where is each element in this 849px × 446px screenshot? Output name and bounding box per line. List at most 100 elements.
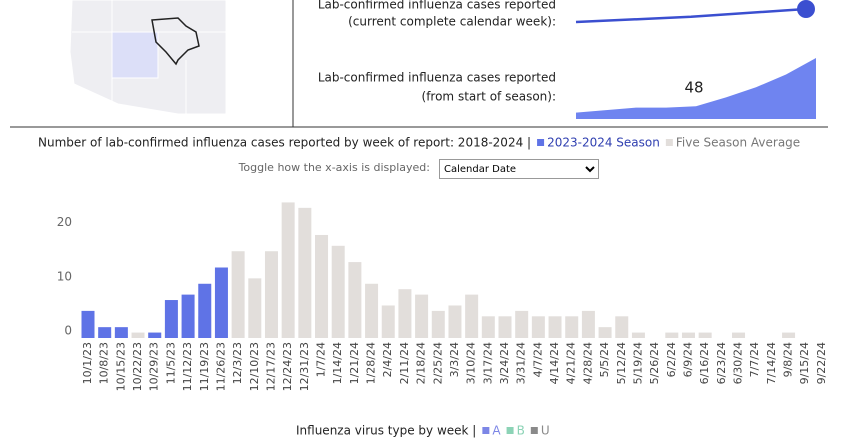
x-tick-label: 2/18/24 bbox=[415, 342, 428, 384]
x-tick-label: 3/17/24 bbox=[481, 342, 494, 384]
x-tick-label: 2/11/24 bbox=[398, 342, 411, 384]
bar bbox=[581, 310, 595, 338]
bar bbox=[415, 294, 429, 338]
x-tick-label: 11/26/23 bbox=[214, 342, 227, 391]
county-shaded bbox=[111, 31, 159, 79]
bar bbox=[465, 294, 479, 338]
bar bbox=[531, 316, 545, 338]
x-tick-label: 2/25/24 bbox=[431, 342, 444, 384]
x-tick-label: 12/24/23 bbox=[281, 342, 294, 391]
x-axis-toggle[interactable]: Calendar Date bbox=[439, 159, 599, 179]
x-tick-label: 4/14/24 bbox=[548, 342, 561, 384]
x-tick-label: 3/31/24 bbox=[515, 342, 528, 384]
x-tick-label: 10/29/23 bbox=[148, 342, 161, 391]
sparkline-dot bbox=[797, 0, 815, 18]
x-tick-label: 11/12/23 bbox=[181, 342, 194, 391]
toggle-label: Toggle how the x-axis is displayed: bbox=[238, 161, 430, 174]
legend-swatch bbox=[537, 139, 545, 146]
bar bbox=[214, 267, 228, 338]
map bbox=[69, 0, 227, 115]
bar bbox=[81, 310, 95, 338]
x-tick-label: 12/31/23 bbox=[298, 342, 311, 391]
county-outline bbox=[151, 17, 200, 66]
x-tick-label: 10/1/23 bbox=[81, 342, 94, 384]
metric-label: Lab-confirmed influenza cases reported bbox=[318, 71, 556, 85]
x-tick-label: 11/5/23 bbox=[164, 342, 177, 384]
legend-title: Influenza virus type by week | bbox=[296, 424, 476, 438]
cumulative-area bbox=[576, 58, 816, 119]
x-tick-label: 6/16/24 bbox=[698, 342, 711, 384]
metric-label: (from start of season): bbox=[422, 90, 556, 104]
chart-title: Number of lab-confirmed influenza cases … bbox=[38, 136, 531, 150]
x-tick-label: 7/14/24 bbox=[765, 342, 778, 384]
bar bbox=[198, 283, 212, 338]
bar bbox=[315, 234, 329, 338]
legend-label: 2023-2024 Season bbox=[547, 136, 660, 150]
x-tick-label: 12/3/23 bbox=[231, 342, 244, 384]
metric-label: (current complete calendar week): bbox=[348, 15, 556, 29]
legend-swatch bbox=[665, 139, 673, 146]
bar bbox=[231, 251, 245, 338]
bar bbox=[431, 310, 445, 338]
x-tick-label: 11/19/23 bbox=[198, 342, 211, 391]
bar bbox=[348, 262, 362, 338]
legend-label: B bbox=[517, 424, 525, 438]
y-tick-label: 10 bbox=[57, 269, 72, 283]
legend-swatch bbox=[482, 427, 490, 434]
x-tick-label: 6/2/24 bbox=[665, 342, 678, 377]
legend-swatch bbox=[506, 427, 514, 434]
x-tick-label: 3/24/24 bbox=[498, 342, 511, 384]
bar bbox=[281, 202, 295, 338]
bar bbox=[698, 332, 712, 338]
x-tick-label: 1/14/24 bbox=[331, 342, 344, 384]
sparkline bbox=[575, 7, 807, 24]
bar bbox=[548, 316, 562, 338]
bar bbox=[248, 278, 262, 338]
y-tick-label: 0 bbox=[64, 324, 72, 338]
legend-swatch bbox=[530, 427, 538, 434]
x-tick-label: 5/12/24 bbox=[615, 342, 628, 384]
legend-label: U bbox=[541, 424, 550, 438]
bar bbox=[381, 305, 395, 338]
bar bbox=[264, 251, 278, 338]
x-tick-label: 1/7/24 bbox=[315, 342, 328, 377]
bar bbox=[164, 300, 178, 338]
bar bbox=[131, 332, 145, 338]
x-tick-label: 7/7/24 bbox=[748, 342, 761, 377]
bar bbox=[665, 332, 679, 338]
x-tick-label: 5/5/24 bbox=[598, 342, 611, 377]
x-tick-label: 5/19/24 bbox=[631, 342, 644, 384]
x-tick-label: 10/8/23 bbox=[98, 342, 111, 384]
x-tick-label: 12/10/23 bbox=[248, 342, 261, 391]
metric-label: Lab-confirmed influenza cases reported bbox=[318, 0, 556, 12]
bar bbox=[114, 327, 128, 338]
x-tick-label: 1/28/24 bbox=[365, 342, 378, 384]
x-tick-label: 4/21/24 bbox=[565, 342, 578, 384]
x-tick-label: 9/8/24 bbox=[782, 342, 795, 377]
x-tick-label: 6/30/24 bbox=[732, 342, 745, 384]
bar bbox=[598, 327, 612, 338]
bar bbox=[398, 289, 412, 338]
x-tick-label: 4/7/24 bbox=[531, 342, 544, 377]
bar bbox=[298, 207, 312, 338]
bar bbox=[782, 332, 796, 338]
x-tick-label: 12/17/23 bbox=[264, 342, 277, 391]
x-tick-label: 5/26/24 bbox=[648, 342, 661, 384]
bar bbox=[448, 305, 462, 338]
bar bbox=[631, 332, 645, 338]
bar bbox=[331, 245, 345, 338]
bar bbox=[732, 332, 746, 338]
legend-label: A bbox=[492, 424, 501, 438]
bar bbox=[498, 316, 512, 338]
x-tick-label: 9/22/24 bbox=[815, 342, 828, 384]
bar bbox=[365, 283, 379, 338]
bar bbox=[98, 327, 112, 338]
bar bbox=[181, 294, 195, 338]
bar bbox=[681, 332, 695, 338]
bar bbox=[515, 310, 529, 338]
x-tick-label: 9/15/24 bbox=[798, 342, 811, 384]
x-tick-label: 4/28/24 bbox=[581, 342, 594, 384]
x-tick-label: 2/4/24 bbox=[381, 342, 394, 377]
